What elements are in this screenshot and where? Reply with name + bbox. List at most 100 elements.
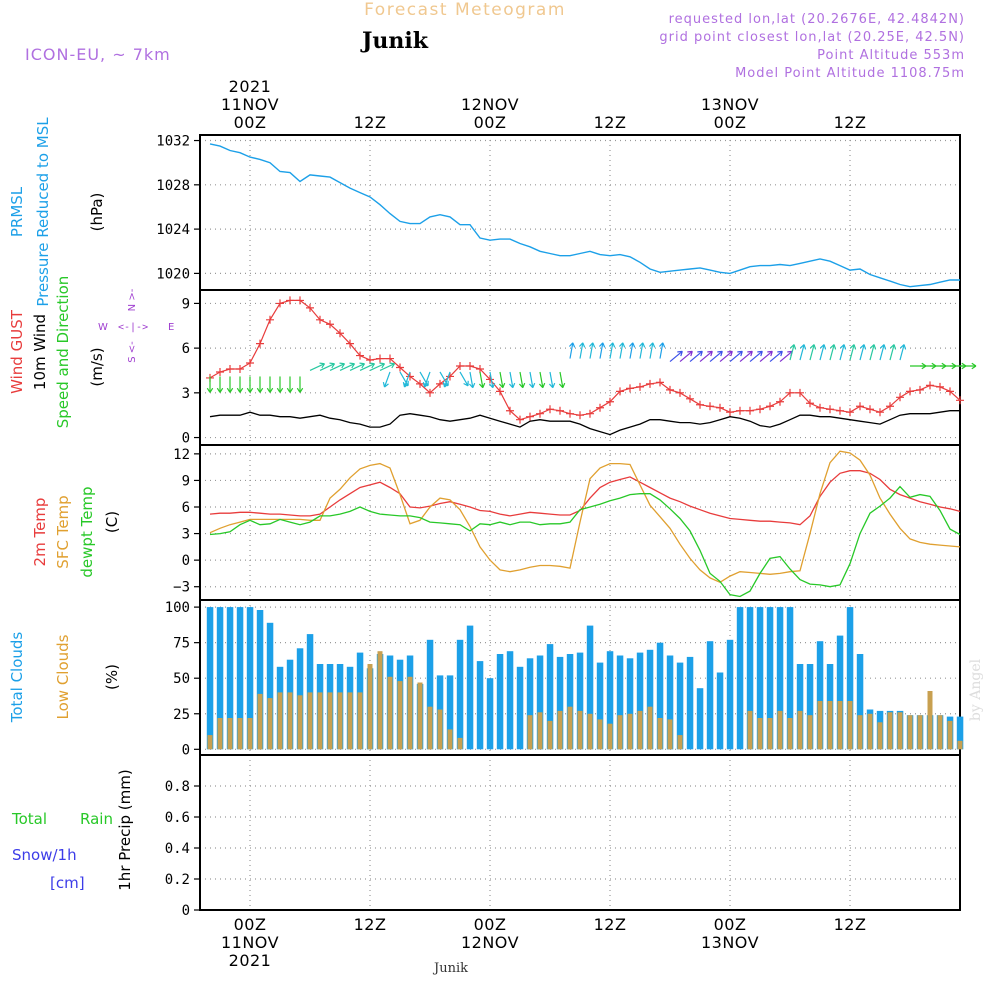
wind-arrow-head [478, 382, 486, 389]
gust-point [676, 388, 684, 397]
wind-arrow [459, 371, 469, 387]
bottom-time-label: 12Z [594, 915, 626, 934]
wind-arrow [519, 371, 524, 388]
gust-point [356, 351, 364, 360]
total-clouds-ylabel: Total Clouds [8, 632, 26, 724]
wind-arrow [689, 350, 703, 362]
low-cloud-bar [307, 692, 313, 750]
wind-arrow [739, 350, 753, 362]
wind-arrow [639, 342, 644, 359]
wind-arrow-head [879, 344, 887, 350]
gust-point [496, 387, 504, 396]
temp-2m-line [209, 470, 961, 526]
wind-arrow-head [819, 344, 827, 350]
low-cloud-bar [837, 701, 843, 750]
total-cloud-bar [636, 652, 644, 750]
wind-arrow [419, 371, 429, 387]
gust-ylabel: Wind GUST [8, 309, 26, 394]
low-cloud-bar [537, 712, 543, 750]
wind-arrow-head [598, 342, 606, 348]
bottom-time-label-line: 13NOV [701, 933, 759, 952]
gust-point [696, 400, 704, 409]
wind-arrow-head [296, 387, 304, 393]
wind-arrow-head [216, 387, 224, 393]
y-tick-label: 6 [182, 500, 190, 516]
gust-point [396, 363, 404, 372]
footer-location: Junik [432, 961, 468, 976]
gust-point [956, 396, 964, 405]
low-cloud-bar [677, 735, 683, 750]
wind-arrow [319, 363, 335, 372]
total-cloud-bar [236, 607, 244, 750]
low-cloud-bar [527, 715, 533, 750]
total-cloud-bar [816, 641, 824, 750]
total-cloud-bar [246, 607, 254, 750]
low-cloud-bar [317, 692, 323, 750]
low-cloud-bar [907, 715, 913, 750]
wind-arrow-head [558, 382, 566, 389]
wind-arrow [719, 350, 733, 362]
wind-arrow [359, 363, 375, 372]
low-cloud-bar [617, 715, 623, 750]
gust-point [246, 359, 254, 368]
y-tick-label: 3 [182, 527, 190, 543]
total-cloud-bar [956, 716, 964, 750]
wind-arrow-head [869, 344, 877, 350]
wind-arrow-head [442, 381, 449, 388]
wind-arrow-head [628, 342, 636, 348]
y-tick-label: 0 [182, 431, 190, 447]
wind-arrow [649, 342, 654, 359]
wind-arrow-head [379, 362, 386, 369]
wind-arrow-head [329, 362, 336, 369]
wind-arrow-head [757, 350, 763, 357]
y-tick-label: 9 [182, 473, 190, 489]
pressure-ylabel-1: PRMSL [8, 186, 26, 237]
wind-arrow-head [839, 344, 847, 350]
gust-point [616, 387, 624, 396]
total-cloud-bar [516, 666, 524, 750]
gust-point [326, 320, 334, 329]
pressure-line [209, 143, 960, 288]
bottom-time-label-line: 00Z [714, 915, 747, 934]
low-cloud-bar [827, 701, 833, 750]
top-time-label: 12Z [594, 113, 626, 132]
wind-arrow-head [276, 387, 284, 393]
gust-point [266, 315, 274, 324]
panel-frame [199, 134, 961, 291]
total-cloud-bar [706, 641, 714, 750]
total-cloud-bar [596, 662, 604, 750]
total-cloud-bar [546, 644, 554, 750]
wind-arrow [469, 371, 474, 388]
y-tick-label: 6 [182, 341, 190, 357]
gust-point [626, 384, 634, 393]
total-cloud-bar [586, 625, 594, 750]
point-altitude: Point Altitude 553m [817, 48, 965, 63]
top-time-label-line: 00Z [714, 113, 747, 132]
wind-arrow [729, 350, 743, 362]
gust-point [596, 403, 604, 412]
y-tick-label: 0 [182, 742, 190, 758]
wind-arrow-head [236, 387, 244, 393]
gust-point [476, 364, 484, 373]
total-cloud-bar [756, 607, 764, 750]
total-cloud-bar [856, 654, 864, 750]
wind-arrow-head [538, 382, 546, 389]
legend-snow: Snow/1h [12, 846, 77, 864]
requested-coords: requested lon,lat (20.2676E, 42.4842N) [669, 12, 965, 27]
total-cloud-bar [796, 664, 804, 750]
location-title: Junik [360, 28, 429, 54]
wind-arrow-head [829, 344, 837, 350]
low-cloud-bar [417, 682, 423, 750]
wind-arrow [579, 342, 584, 359]
wind-arrow-head [809, 344, 817, 350]
gust-point [446, 372, 454, 381]
wind-arrow [779, 350, 793, 362]
gust-point [236, 364, 244, 373]
total-cloud-bar [726, 639, 734, 750]
legend-rain: Rain [80, 810, 113, 828]
wind-arrow-head [578, 342, 586, 348]
low-cloud-bar [627, 713, 633, 750]
y-tick-label: 3 [182, 386, 190, 402]
low-cloud-bar [577, 710, 583, 750]
